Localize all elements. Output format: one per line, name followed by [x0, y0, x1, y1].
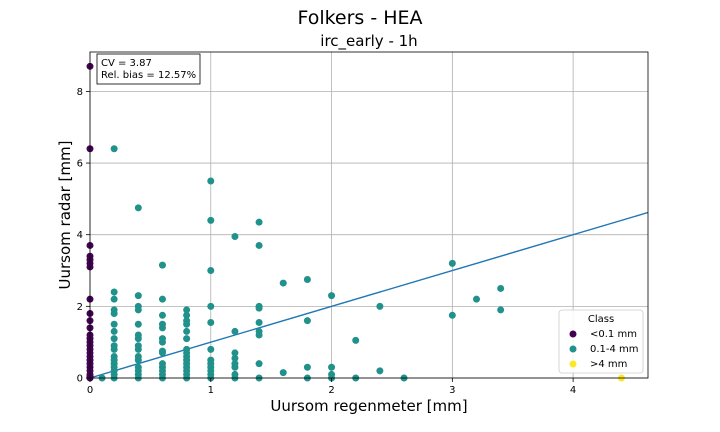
x-axis-label: Uursom regenmeter [mm] [270, 397, 467, 415]
data-point [207, 267, 215, 275]
data-point [231, 363, 239, 371]
data-point [183, 306, 191, 314]
data-point [158, 338, 166, 346]
data-point [255, 360, 263, 368]
data-point [110, 327, 118, 335]
x-tick-label: 3 [449, 385, 455, 396]
data-point [134, 204, 142, 212]
fit-line-group [89, 211, 649, 379]
data-point [110, 310, 118, 318]
data-point [255, 241, 263, 249]
data-point [231, 349, 239, 357]
data-point [255, 318, 263, 326]
data-point [448, 311, 456, 319]
x-tick-label: 0 [87, 385, 93, 396]
data-point [207, 345, 215, 353]
data-point [183, 320, 191, 328]
x-tick-label: 2 [328, 385, 334, 396]
data-point [158, 324, 166, 332]
data-point [255, 218, 263, 226]
legend-marker-gt4 [569, 360, 577, 368]
data-point [448, 259, 456, 267]
data-points [86, 62, 625, 382]
data-point [110, 295, 118, 303]
stats-box: CV = 3.87 Rel. bias = 12.57% [96, 53, 201, 85]
data-point [134, 306, 142, 314]
data-point [352, 336, 360, 344]
data-point [231, 354, 239, 362]
data-point [207, 177, 215, 185]
data-point [376, 302, 384, 310]
legend-label-gt4: >4 mm [590, 359, 627, 370]
fit-line [89, 211, 649, 379]
data-point [110, 288, 118, 296]
y-tick-label: 6 [77, 159, 83, 170]
data-point [207, 302, 215, 310]
data-point [497, 284, 505, 292]
data-point [134, 335, 142, 343]
data-point [207, 216, 215, 224]
series-1 [98, 145, 505, 382]
data-point [183, 327, 191, 335]
plot-frame [89, 51, 649, 379]
data-point [376, 367, 384, 375]
legend-marker-lt01 [569, 330, 577, 338]
data-point [134, 356, 142, 364]
data-point [303, 317, 311, 325]
y-tick-label: 8 [77, 87, 83, 98]
data-point [110, 320, 118, 328]
data-point [110, 145, 118, 153]
x-tick-label: 4 [570, 385, 576, 396]
legend-marker-01-4 [569, 345, 577, 353]
y-tick-label: 2 [77, 302, 83, 313]
data-point [303, 363, 311, 371]
data-point [255, 331, 263, 339]
data-point [134, 320, 142, 328]
data-point [158, 311, 166, 319]
stats-bias: Rel. bias = 12.57% [101, 70, 196, 81]
data-point [231, 232, 239, 240]
data-point [158, 349, 166, 357]
data-point [134, 345, 142, 353]
data-point [110, 345, 118, 353]
data-point [328, 363, 336, 371]
data-point [303, 275, 311, 283]
legend-label-01-4: 0.1-4 mm [590, 344, 639, 355]
data-point [497, 306, 505, 314]
legend-label-lt01: <0.1 mm [590, 329, 637, 340]
legend-frame [558, 309, 644, 374]
legend-title: Class [588, 314, 614, 325]
y-tick-label: 0 [77, 374, 83, 385]
data-point [328, 292, 336, 300]
data-point [279, 369, 287, 377]
data-point [255, 304, 263, 312]
data-point [158, 295, 166, 303]
legend: Class <0.1 mm 0.1-4 mm >4 mm [558, 309, 644, 374]
data-point [472, 295, 480, 303]
data-point [183, 311, 191, 319]
data-point [158, 261, 166, 269]
data-point [231, 327, 239, 335]
data-point [183, 335, 191, 343]
stats-box-frame [96, 53, 201, 85]
x-tick-label: 1 [208, 385, 214, 396]
y-axis-label: Uursom radar [mm] [56, 141, 74, 290]
data-point [134, 292, 142, 300]
axis-ticks: 0 1 2 3 4 0 2 4 6 8 [77, 87, 577, 396]
chart-suptitle: Folkers - HEA [297, 7, 422, 29]
data-point [207, 318, 215, 326]
chart-subtitle: irc_early - 1h [320, 32, 417, 51]
y-tick-label: 4 [77, 230, 83, 241]
data-point [279, 279, 287, 287]
data-point [110, 335, 118, 343]
stats-cv: CV = 3.87 [101, 58, 152, 69]
